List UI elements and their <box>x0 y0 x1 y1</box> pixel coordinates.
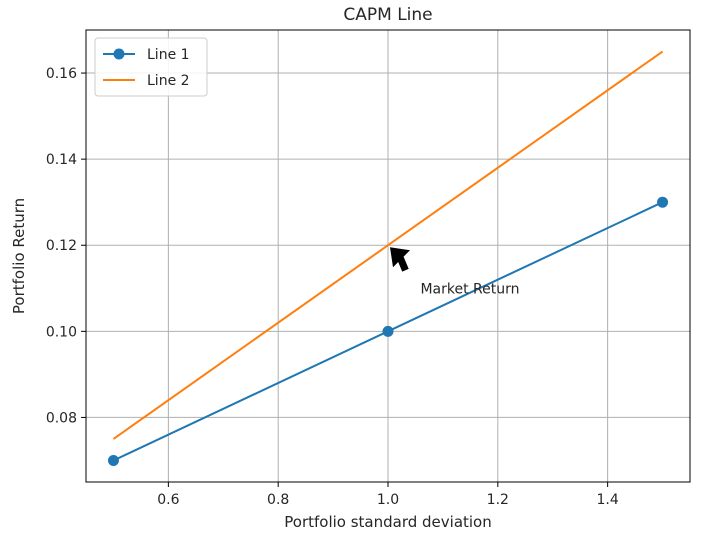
y-tick-label: 0.08 <box>46 410 77 426</box>
y-axis-label: Portfolio Return <box>10 198 28 314</box>
annotation-label: Market Return <box>420 281 519 297</box>
grid <box>86 30 690 482</box>
ticks-layer: 0.6 0.8 1.0 1.2 1.4 0.08 0.10 0.12 0.14 0.16 <box>46 66 619 508</box>
x-axis-label: Portfolio standard deviation <box>284 513 492 531</box>
x-tick-label: 0.6 <box>157 492 179 508</box>
annotation-arrow <box>390 247 410 272</box>
x-tick-label: 0.8 <box>267 492 289 508</box>
legend-label: Line 2 <box>147 73 190 89</box>
data-point <box>382 325 394 337</box>
data-point <box>107 454 119 466</box>
y-tick-label: 0.10 <box>46 324 77 340</box>
legend-marker <box>113 48 125 60</box>
x-tick-label: 1.4 <box>597 492 619 508</box>
legend: Line 1 Line 2 <box>94 37 208 97</box>
y-tick-label: 0.16 <box>46 66 77 82</box>
legend-label: Line 1 <box>147 47 190 63</box>
series-line-2 <box>112 50 664 440</box>
data-point <box>657 196 669 208</box>
x-tick-label: 1.0 <box>377 492 399 508</box>
x-tick-label: 1.2 <box>487 492 509 508</box>
y-tick-label: 0.12 <box>46 238 77 254</box>
y-tick-label: 0.14 <box>46 152 77 168</box>
series-layer <box>107 50 669 466</box>
chart-title: CAPM Line <box>343 5 432 25</box>
annotation-layer: Market Return <box>390 247 520 297</box>
